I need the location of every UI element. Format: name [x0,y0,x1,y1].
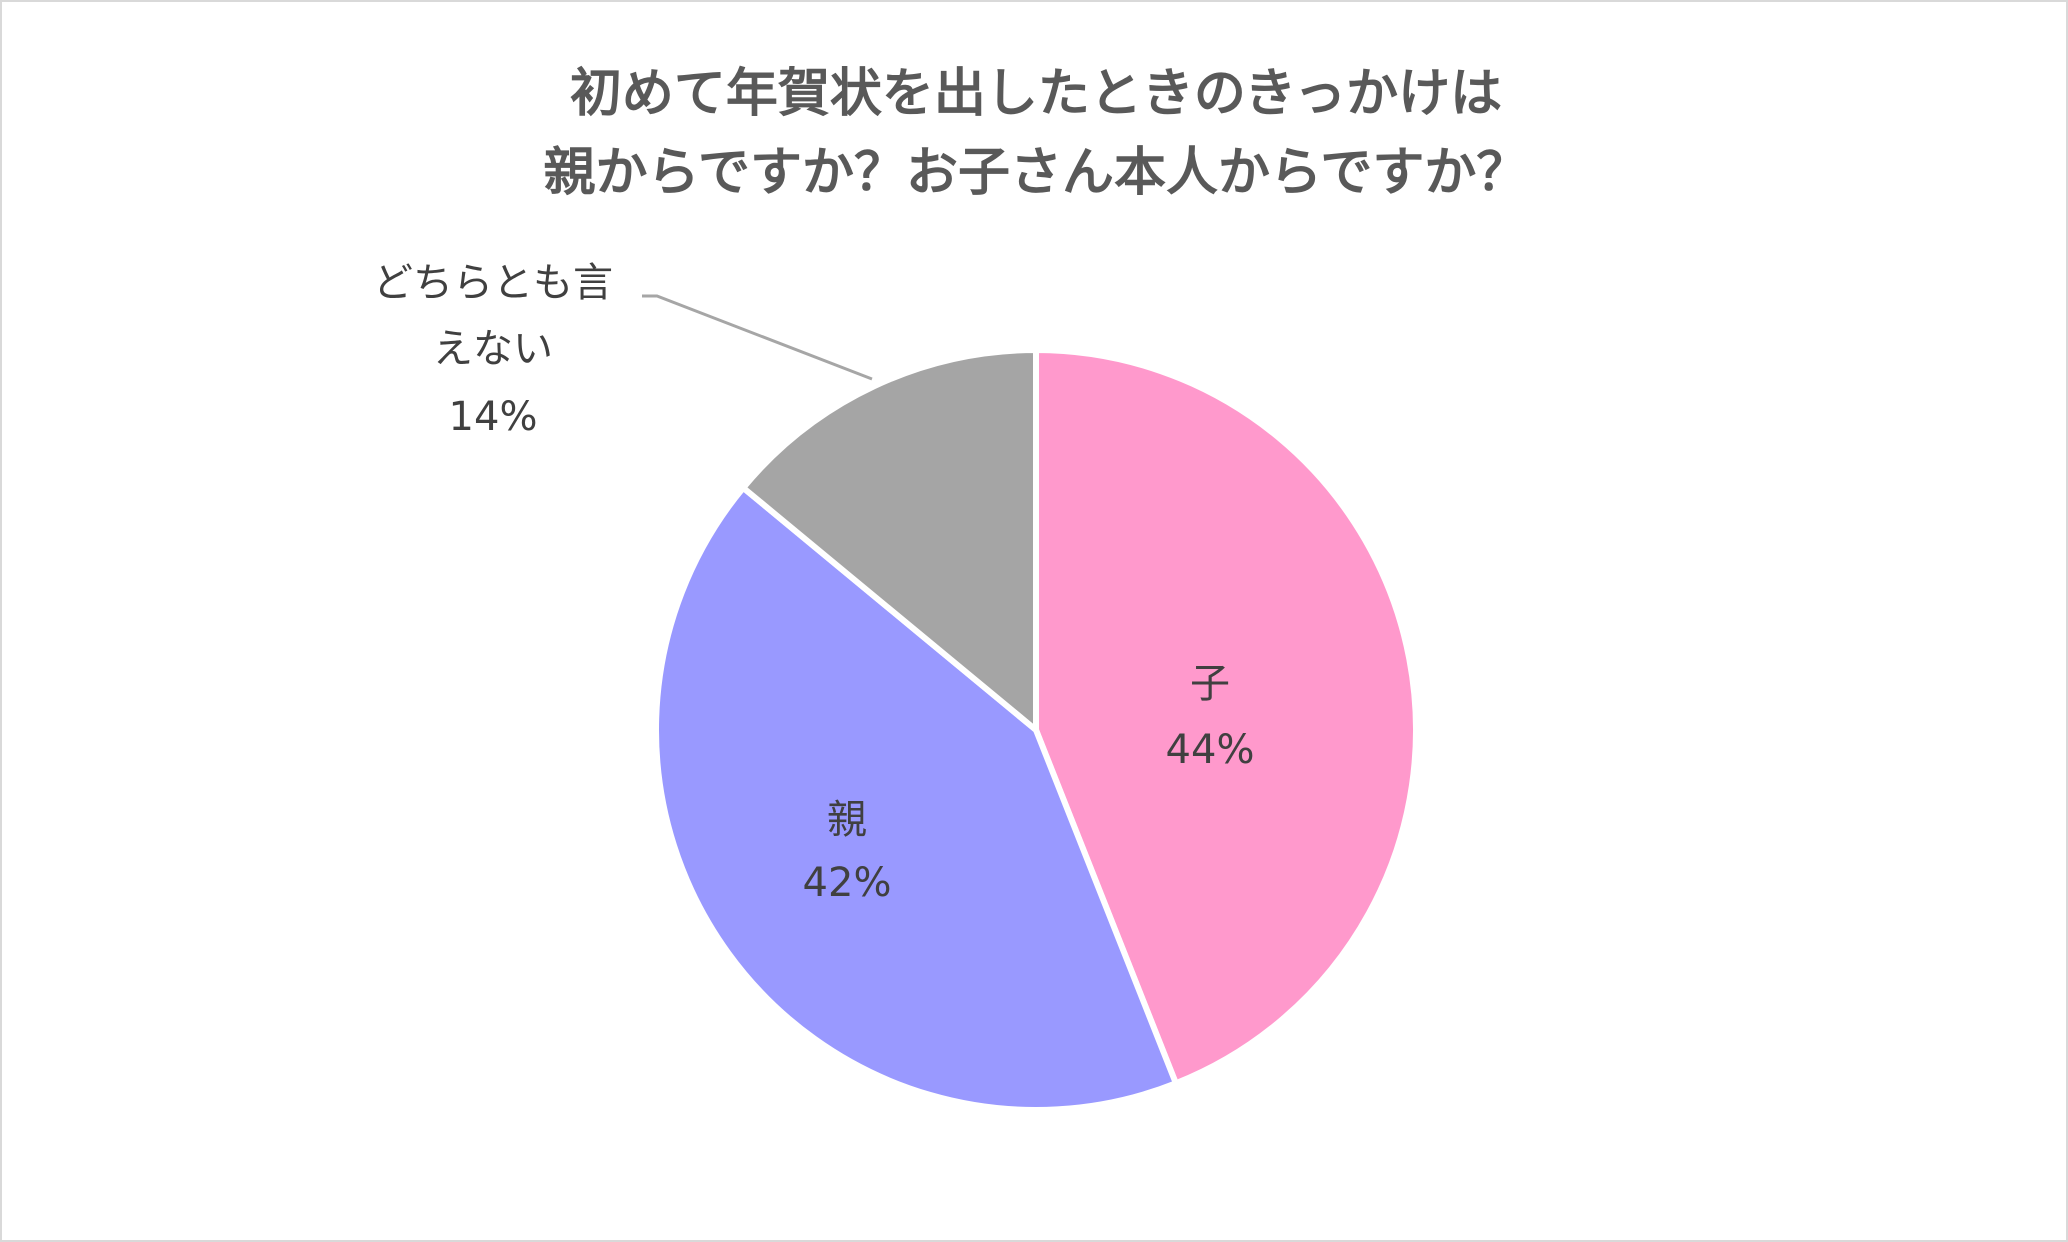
category-label: どちらとも言えない [373,260,613,372]
chart-title: 親からですか？お子さん本人からですか？ [543,143,1529,203]
pie-slice [653,484,1179,1114]
pie-slice [1033,347,1420,1087]
category-label: 子 [1190,661,1230,707]
value-label: 44% [1165,727,1255,773]
chart-title: 初めて年賀状を出したときのきっかけは [569,64,1503,124]
value-label: 42% [802,860,892,906]
pie-slice [740,347,1039,733]
leader-line [642,294,873,381]
category-label: 親 [827,797,867,843]
value-label: 14% [448,394,538,440]
